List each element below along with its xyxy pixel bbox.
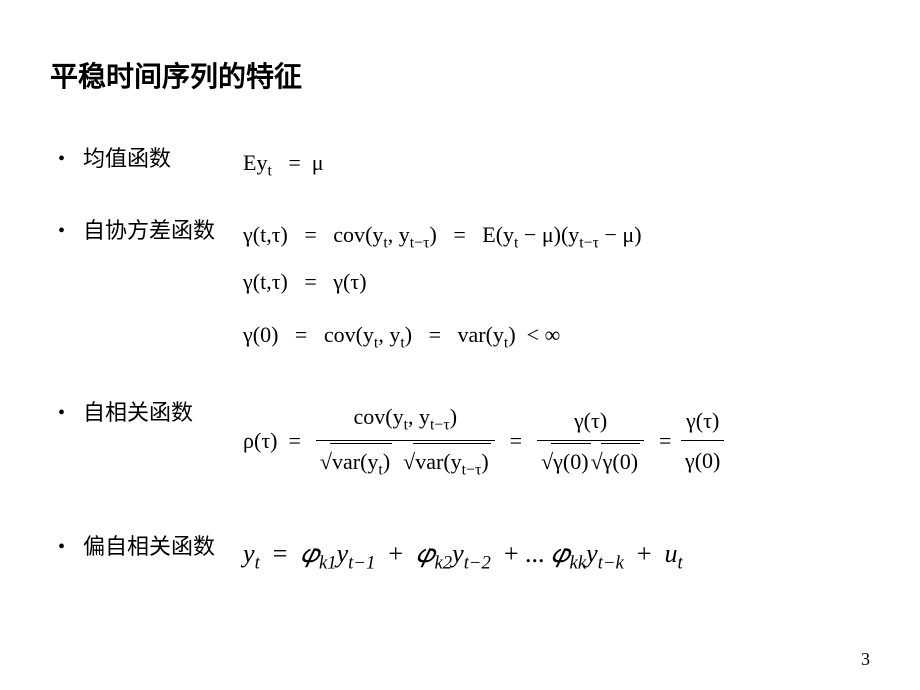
formula-mean: Eyt = μ <box>243 145 324 192</box>
formula-pacf: yt = 𝜑k1yt−1 + 𝜑k2yt−2 + ... 𝜑kkyt−k + u… <box>243 533 683 578</box>
slide-title: 平稳时间序列的特征 <box>50 55 870 95</box>
label-mean: 均值函数 <box>83 145 243 173</box>
bullet-dot: • <box>58 145 65 173</box>
bullet-dot: • <box>58 217 65 245</box>
formula-autocorr: ρ(τ) = cov(yt, yt−τ) var(yt) var(yt−τ) =… <box>243 399 728 483</box>
label-autocov: 自协方差函数 <box>83 217 243 245</box>
bullet-list: • 均值函数 Eyt = μ • 自协方差函数 γ(t,τ) = cov(yt,… <box>50 145 870 578</box>
item-mean: • 均值函数 Eyt = μ <box>50 145 870 192</box>
page-number: 3 <box>861 649 870 670</box>
item-autocov: • 自协方差函数 γ(t,τ) = cov(yt, yt−τ) = E(yt −… <box>50 217 870 364</box>
label-pacf: 偏自相关函数 <box>83 533 243 561</box>
formula-autocov: γ(t,τ) = cov(yt, yt−τ) = E(yt − μ)(yt−τ … <box>243 217 642 364</box>
label-autocorr: 自相关函数 <box>83 399 243 427</box>
item-autocorr: • 自相关函数 ρ(τ) = cov(yt, yt−τ) var(yt) var… <box>50 399 870 483</box>
bullet-dot: • <box>58 533 65 561</box>
bullet-dot: • <box>58 399 65 427</box>
item-pacf: • 偏自相关函数 yt = 𝜑k1yt−1 + 𝜑k2yt−2 + ... 𝜑k… <box>50 533 870 578</box>
